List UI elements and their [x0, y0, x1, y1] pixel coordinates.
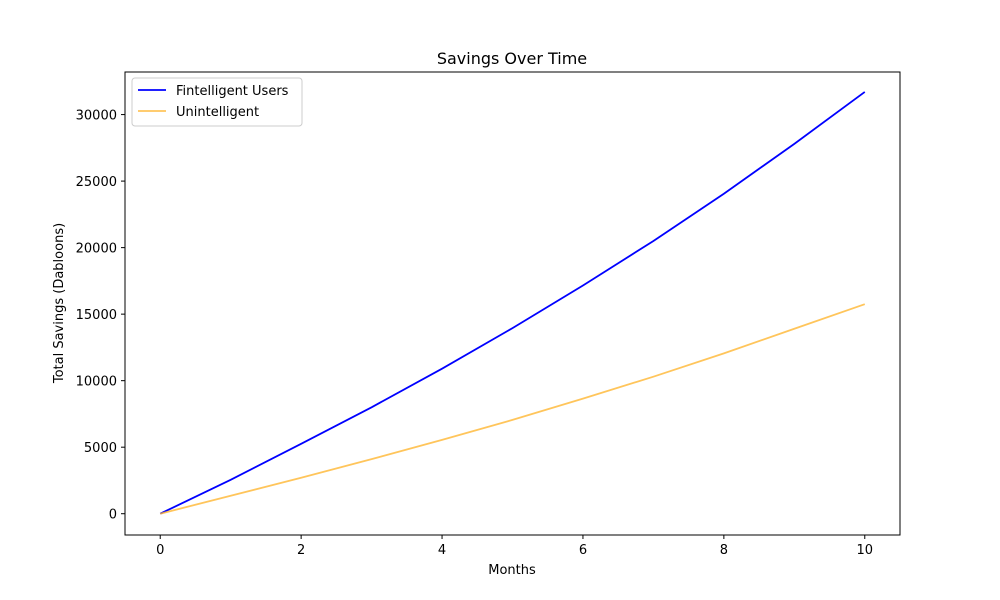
plot-area: 0 2 4 6 8 10 0 5000 10000 15000 20000 25000 30000 [76, 71, 901, 558]
y-tick-label: 25000 [76, 175, 117, 190]
chart-title: Savings Over Time [437, 49, 587, 68]
legend-label-fintelligent: Fintelligent Users [176, 84, 289, 99]
legend-box [131, 77, 303, 127]
x-tick-label: 4 [438, 543, 446, 558]
y-axis-label: Total Savings (Dabloons) [52, 223, 67, 384]
x-tick-label: 6 [579, 543, 587, 558]
y-tick-label: 5000 [84, 441, 117, 456]
plot-frame [124, 71, 901, 536]
legend: Fintelligent Users Unintelligent [131, 77, 303, 127]
y-axis-ticks: 0 5000 10000 15000 20000 25000 30000 [76, 109, 125, 523]
y-tick-label: 10000 [76, 375, 117, 390]
y-tick-label: 0 [109, 508, 117, 523]
x-tick-label: 10 [856, 543, 873, 558]
y-tick-label: 15000 [76, 308, 117, 323]
x-axis-label: Months [488, 563, 536, 578]
y-tick-label: 20000 [76, 242, 117, 257]
x-tick-label: 8 [720, 543, 728, 558]
series-line-unintelligent [160, 303, 866, 515]
y-tick-label: 30000 [76, 109, 117, 124]
legend-label-unintelligent: Unintelligent [176, 105, 259, 120]
series-layer [159, 91, 866, 515]
x-tick-label: 2 [297, 543, 305, 558]
series-line-fintelligent-users [159, 91, 866, 515]
x-axis-ticks: 0 2 4 6 8 10 [156, 535, 873, 558]
x-tick-label: 0 [156, 543, 164, 558]
